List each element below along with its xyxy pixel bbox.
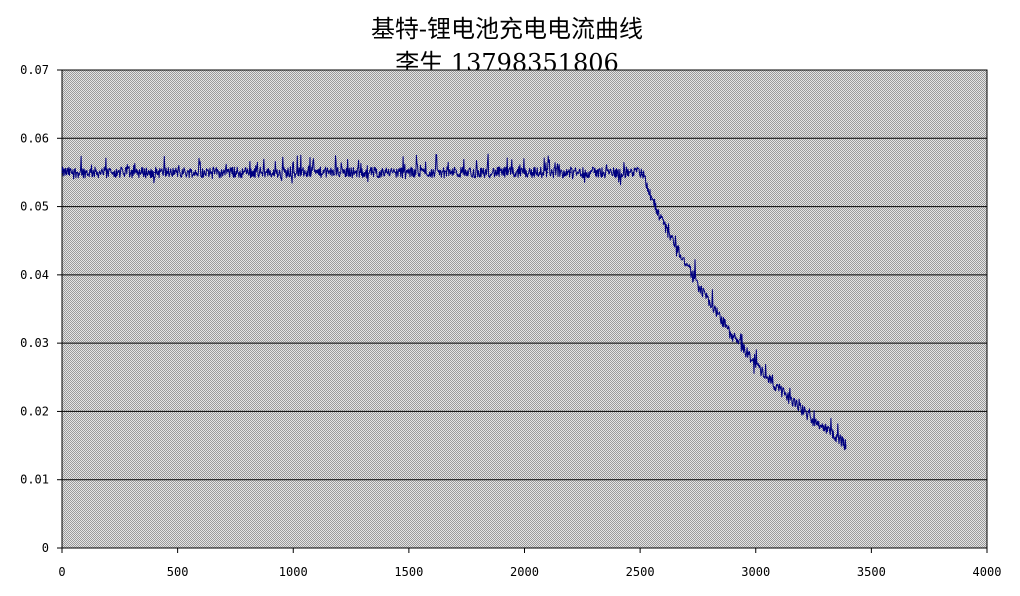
x-tick-label: 500 <box>167 565 189 579</box>
data-point <box>408 171 410 173</box>
x-tick-label: 3500 <box>857 565 886 579</box>
data-point <box>84 171 86 173</box>
data-point <box>61 171 63 173</box>
y-tick-label: 0.05 <box>20 200 49 214</box>
data-point <box>743 349 745 351</box>
data-point <box>593 171 595 173</box>
data-point <box>153 171 156 173</box>
data-point <box>454 171 456 173</box>
data-point <box>813 419 815 421</box>
gridlines <box>62 69 987 481</box>
data-point <box>570 171 572 173</box>
data-point <box>292 171 294 173</box>
data-point <box>674 243 676 245</box>
data-point <box>616 171 618 173</box>
chart-title: 基特-锂电池充电电流曲线 <box>371 15 643 43</box>
data-point <box>130 171 132 173</box>
series-line <box>61 153 847 451</box>
y-tick-label: 0.06 <box>20 131 49 145</box>
data-point <box>641 171 644 173</box>
data-point <box>697 284 699 286</box>
y-axis-ticks: 0 0.01 0.02 0.03 0.04 0.05 0.06 0.07 <box>20 63 62 555</box>
data-point <box>200 171 202 173</box>
x-tick-label: 0 <box>58 565 65 579</box>
y-tick-label: 0.04 <box>20 268 49 282</box>
data-point <box>845 445 847 447</box>
y-tick-label: 0 <box>42 541 49 555</box>
data-point <box>639 171 641 173</box>
data-point <box>523 171 526 173</box>
x-tick-label: 3000 <box>741 565 770 579</box>
data-point <box>547 171 549 173</box>
data-point <box>223 171 225 173</box>
data-point <box>107 171 109 173</box>
data-point <box>836 436 838 438</box>
y-tick-label: 0.03 <box>20 336 49 350</box>
y-tick-label: 0.01 <box>20 473 49 487</box>
data-point <box>177 171 179 173</box>
y-tick-label: 0.02 <box>20 404 49 418</box>
data-point <box>778 388 780 390</box>
data-point <box>269 171 271 173</box>
data-point <box>789 399 792 401</box>
data-point <box>246 171 248 173</box>
x-axis-ticks: 0 500 1000 1500 2000 2500 3000 3500 4000 <box>58 548 1001 579</box>
data-point <box>801 409 803 411</box>
data-point <box>708 301 711 303</box>
data-point <box>755 363 757 365</box>
data-point <box>685 264 688 266</box>
data-point <box>362 171 364 173</box>
y-tick-label: 0.07 <box>20 63 49 77</box>
data-point <box>651 199 653 201</box>
x-tick-label: 2000 <box>510 565 539 579</box>
data-point <box>385 171 387 173</box>
series-group <box>61 153 847 451</box>
data-point <box>500 171 502 173</box>
data-point <box>766 376 768 378</box>
x-tick-label: 2500 <box>626 565 655 579</box>
x-tick-label: 4000 <box>973 565 1002 579</box>
data-point <box>732 335 734 337</box>
plot-area <box>61 69 988 549</box>
data-point <box>824 427 826 430</box>
data-point <box>720 318 722 320</box>
data-point <box>431 171 433 173</box>
data-point <box>477 171 479 173</box>
data-point <box>662 223 664 225</box>
data-point <box>338 171 341 173</box>
x-tick-label: 1000 <box>279 565 308 579</box>
data-point <box>315 171 317 173</box>
x-tick-label: 1500 <box>394 565 423 579</box>
